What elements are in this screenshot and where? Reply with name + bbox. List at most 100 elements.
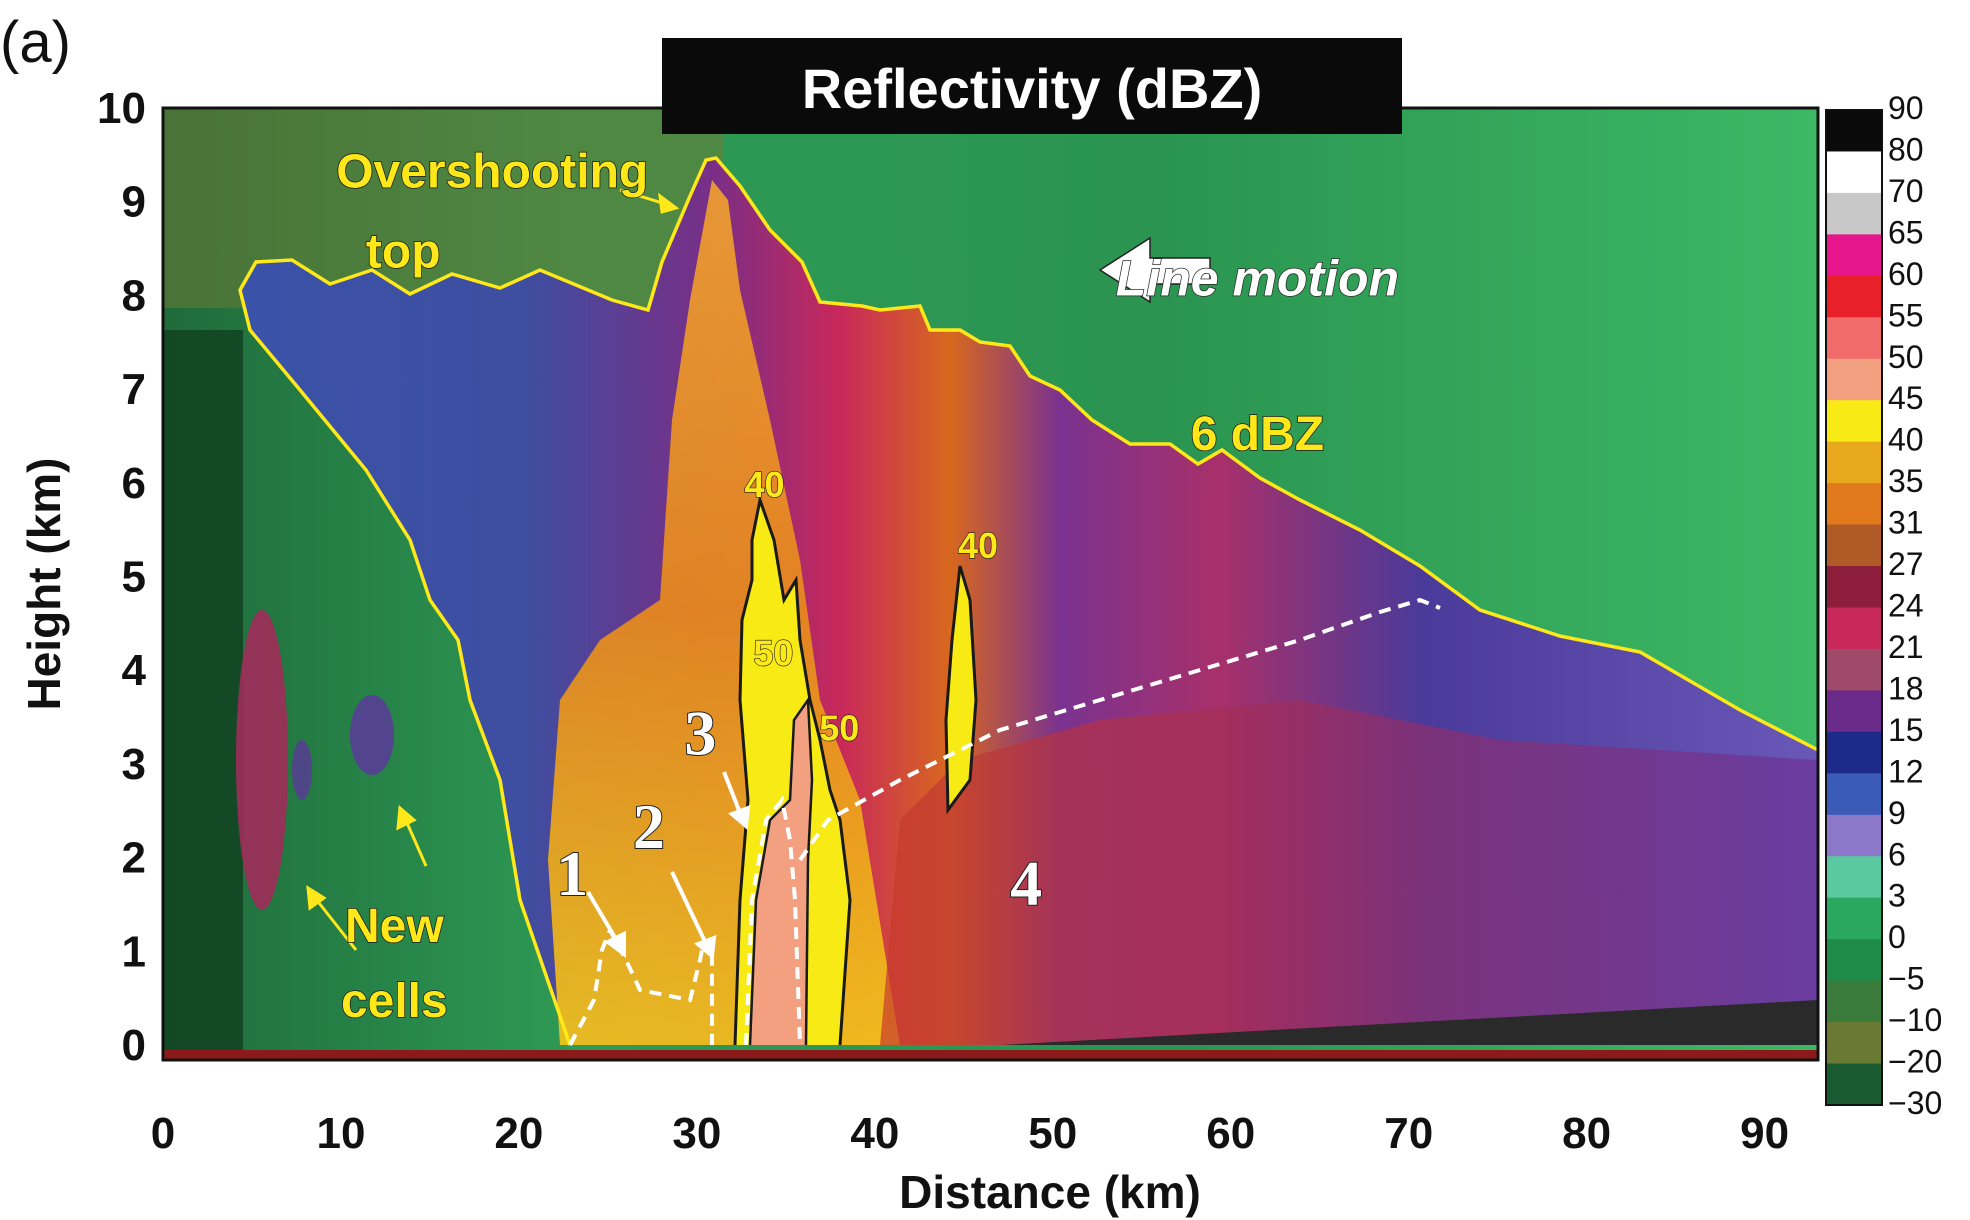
colorbar-tick-label: 35	[1888, 463, 1924, 499]
colorbar-tick-label: 55	[1888, 297, 1924, 333]
annotation-text: New	[345, 900, 444, 953]
overshoot-arrowhead	[658, 192, 680, 214]
arrow-2	[670, 871, 710, 949]
colorbar-segment	[1826, 566, 1882, 609]
colorbar-segment	[1826, 234, 1882, 277]
colorbar-segment	[1826, 814, 1882, 857]
newcell-small	[292, 740, 312, 800]
colorbar-tick-label: 18	[1888, 670, 1924, 706]
colorbar-tick-label: 31	[1888, 505, 1924, 541]
colorbar-segment	[1826, 483, 1882, 526]
colorbar-tick-label: 6	[1888, 836, 1906, 872]
ground-clutter	[1000, 1000, 1818, 1045]
region-numbers: 123 4	[555, 697, 1043, 920]
y-tick-label: 0	[122, 1021, 146, 1070]
newcells-arrowhead-1	[306, 885, 327, 911]
chart-title: Reflectivity (dBZ)	[802, 57, 1263, 120]
annotations: Overshooting top Line motion 6 dBZ New cells	[335, 145, 1399, 1029]
arrows-overlay	[306, 188, 680, 951]
y-tick-label: 8	[122, 271, 146, 320]
colorbar-tick-label: 0	[1888, 919, 1906, 955]
colorbar-segment	[1826, 980, 1882, 1023]
annotation-text: Line motion	[1116, 250, 1399, 306]
colorbar-segment	[1826, 110, 1882, 153]
x-tick-label: 30	[672, 1109, 721, 1158]
x-tick-label: 80	[1562, 1109, 1611, 1158]
x-tick-label: 40	[850, 1109, 899, 1158]
ground-strip	[163, 1050, 1818, 1060]
left-low-echo	[163, 330, 243, 1060]
x-tick-label: 10	[316, 1109, 365, 1158]
colorbar-tick-label: 90	[1888, 90, 1924, 126]
colorbar-segment	[1826, 648, 1882, 692]
colorbar-segment	[1826, 607, 1882, 650]
stratiform-region	[880, 700, 1818, 1045]
x-axis-ticks: 0 10 20 30 40 50 60 70 80 90	[151, 1109, 1789, 1158]
colorbar-tick-label: 21	[1888, 629, 1924, 665]
region-number: 2	[633, 791, 665, 862]
colorbar-tick-label: −30	[1888, 1085, 1942, 1121]
colorbar-tick-label: 12	[1888, 753, 1924, 789]
contour-40dbz-left	[733, 494, 852, 1046]
colorbar-tick-label: 40	[1888, 422, 1924, 458]
colorbar-tick-label: −20	[1888, 1044, 1942, 1080]
x-tick-label: 20	[494, 1109, 543, 1158]
contour-6dbz	[238, 156, 1819, 1046]
annotation-text: Overshooting	[336, 146, 648, 199]
colorbar-tick-label: 15	[1888, 712, 1924, 748]
contour-label: 40	[744, 464, 784, 505]
colorbar-tick-label: 65	[1888, 214, 1924, 250]
colorbar-segment	[1826, 1063, 1882, 1106]
region-number: 3	[684, 698, 716, 769]
contour-label: 50	[753, 633, 793, 674]
contour-40dbz-right	[944, 565, 978, 815]
colorbar-frame	[1825, 109, 1883, 1106]
y-axis-label: Height (km)	[18, 458, 70, 711]
region-number: 4	[1010, 847, 1042, 918]
colorbar-segment	[1826, 275, 1882, 318]
colorbar-tick-label: 27	[1888, 546, 1924, 582]
colorbar-tick-label: 9	[1888, 795, 1906, 831]
x-tick-label: 90	[1740, 1109, 1789, 1158]
newcells-arrow-1	[310, 893, 358, 951]
colorbar-segment	[1826, 400, 1882, 443]
title-box	[662, 38, 1402, 134]
colorbar-tick-label: 80	[1888, 131, 1924, 167]
contour-label: 50	[819, 707, 859, 748]
newcells-arrowhead-2	[396, 804, 417, 831]
colorbar-segment	[1826, 690, 1882, 733]
y-tick-label: 5	[122, 553, 146, 602]
dashed-boundary-4	[798, 597, 1441, 862]
colorbar-tick-label: 3	[1888, 878, 1906, 914]
newcell-left	[236, 610, 288, 910]
y-tick-label: 2	[122, 834, 146, 883]
arrowhead-1	[604, 930, 626, 958]
colorbar-segment	[1826, 939, 1882, 982]
annotation-text: cells	[341, 975, 448, 1028]
line-motion-arrow	[1098, 236, 1211, 304]
y-tick-label: 7	[122, 365, 146, 414]
colorbar-segment	[1826, 856, 1882, 899]
y-axis-ticks: 0 1 2 3 4 5 6 7 8 9 10	[97, 84, 146, 1070]
arrowhead-2	[694, 934, 717, 960]
colorbar-segment	[1826, 897, 1882, 940]
colorbar-tick-label: 60	[1888, 256, 1924, 292]
y-tick-label: 1	[122, 927, 146, 976]
newcell-mid	[350, 695, 394, 775]
panel-label: (a)	[0, 10, 71, 75]
colorbar-segment	[1826, 151, 1882, 194]
plot-area	[161, 106, 1820, 1062]
dashed-boundary-3	[744, 795, 802, 1046]
colorbar-tick-label: 50	[1888, 339, 1924, 375]
colorbar-tick-label: −10	[1888, 1002, 1942, 1038]
colorbar-segment	[1826, 1022, 1882, 1065]
colorbar-tick-label: 70	[1888, 173, 1924, 209]
y-tick-label: 9	[122, 178, 146, 227]
colorbar-segment	[1826, 773, 1882, 816]
colorbar-segment	[1826, 192, 1882, 235]
colorbar-segment	[1826, 524, 1882, 567]
contour-labels: 40 40 50 50	[744, 463, 999, 749]
y-tick-label: 10	[97, 84, 146, 133]
colorbar-segment	[1826, 441, 1882, 484]
